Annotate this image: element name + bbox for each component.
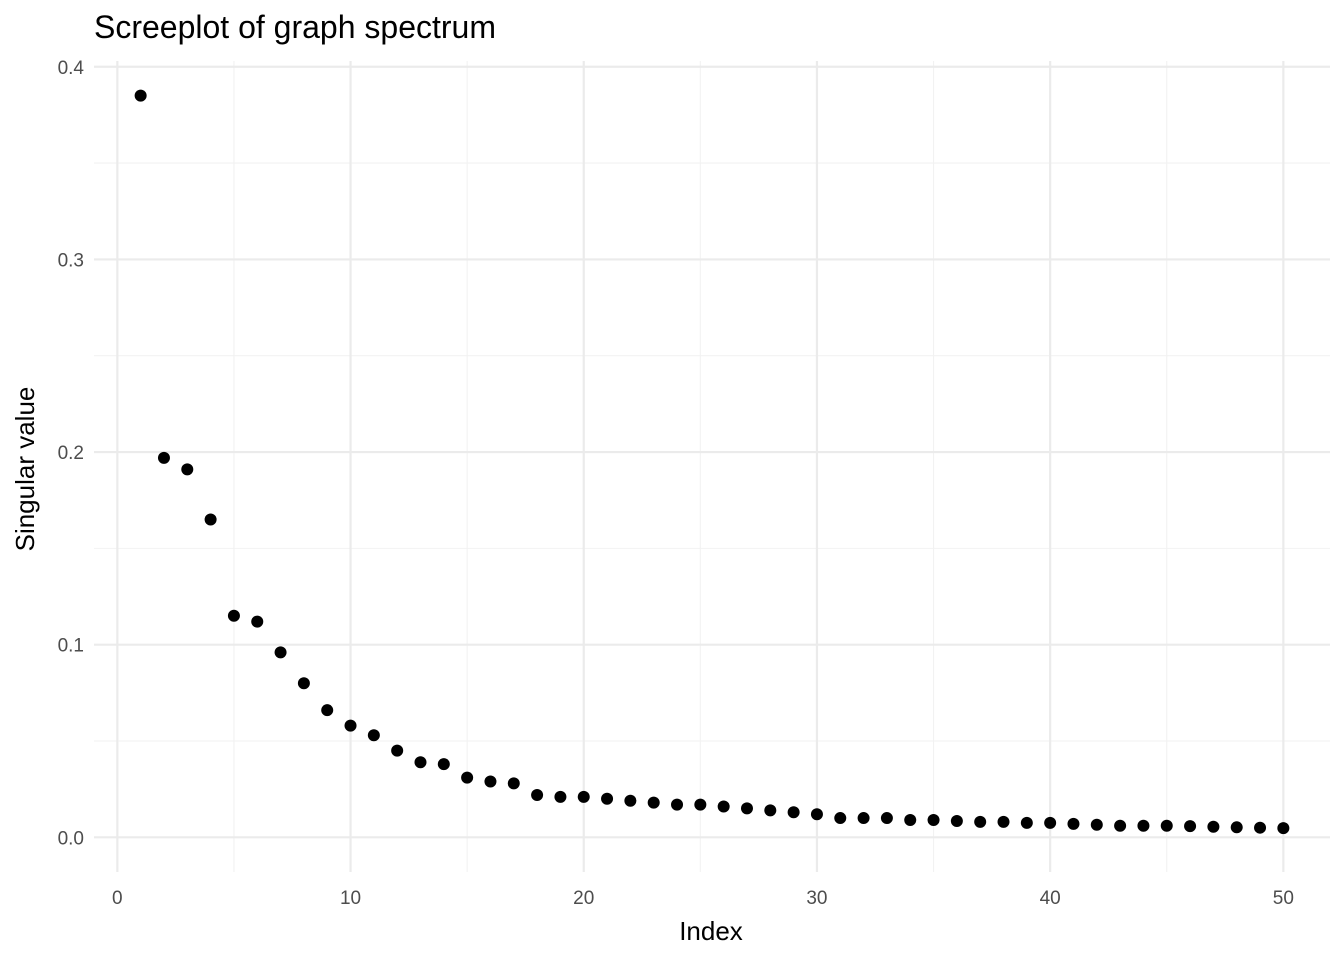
data-point-9 (321, 704, 334, 717)
data-point-2 (157, 451, 170, 464)
y-tick-label-4: 0.4 (58, 58, 85, 79)
data-point-50 (1277, 822, 1290, 835)
data-point-23 (647, 796, 660, 809)
major-gridlines (94, 61, 1330, 872)
data-point-7 (274, 646, 287, 659)
data-point-14 (437, 758, 450, 771)
data-point-44 (1137, 819, 1150, 832)
data-point-38 (997, 815, 1010, 828)
data-point-17 (507, 777, 520, 790)
data-point-24 (671, 798, 684, 811)
x-tick-label-0: 0 (112, 888, 123, 909)
y-tick-label-1: 0.1 (58, 636, 84, 657)
data-point-48 (1230, 821, 1243, 834)
data-point-5 (227, 609, 240, 622)
data-point-28 (764, 804, 777, 817)
data-point-20 (577, 790, 590, 803)
data-point-11 (367, 729, 380, 742)
data-point-8 (297, 677, 310, 690)
data-point-40 (1044, 816, 1057, 829)
data-point-42 (1090, 818, 1103, 831)
data-point-46 (1184, 820, 1197, 833)
data-point-4 (204, 513, 217, 526)
x-axis-title: Index (679, 916, 743, 946)
data-point-13 (414, 756, 427, 769)
data-point-31 (834, 812, 847, 825)
data-point-26 (717, 800, 730, 813)
data-point-19 (554, 790, 567, 803)
x-tick-label-2: 20 (573, 888, 594, 909)
data-point-37 (974, 815, 987, 828)
data-point-39 (1020, 816, 1033, 829)
x-axis-tick-labels: 0 10 20 30 40 50 (112, 888, 1294, 909)
y-tick-label-3: 0.3 (58, 250, 84, 271)
data-point-16 (484, 775, 497, 788)
data-point-33 (880, 812, 893, 825)
minor-gridlines (94, 61, 1330, 872)
data-point-27 (740, 802, 753, 815)
y-axis-tick-labels: 0.0 0.1 0.2 0.3 0.4 (58, 58, 85, 850)
x-tick-label-3: 30 (806, 888, 827, 909)
data-point-36 (950, 814, 963, 827)
x-tick-label-4: 40 (1040, 888, 1061, 909)
data-point-45 (1160, 819, 1173, 832)
data-point-47 (1207, 820, 1220, 833)
data-point-18 (531, 788, 544, 801)
chart-title: Screeplot of graph spectrum (94, 9, 496, 45)
data-point-1 (134, 89, 147, 102)
x-tick-label-5: 50 (1273, 888, 1294, 909)
data-point-3 (181, 463, 194, 476)
data-point-22 (624, 794, 637, 807)
data-point-43 (1114, 819, 1127, 832)
data-point-10 (344, 719, 357, 732)
data-point-15 (461, 771, 474, 784)
data-points (134, 89, 1290, 835)
data-point-32 (857, 812, 870, 825)
data-point-12 (391, 744, 404, 757)
data-point-35 (927, 813, 940, 826)
data-point-6 (251, 615, 264, 628)
data-point-41 (1067, 817, 1080, 830)
y-tick-label-0: 0.0 (58, 828, 84, 849)
y-axis-title: Singular value (10, 387, 40, 552)
data-point-25 (694, 798, 707, 811)
data-point-49 (1254, 821, 1267, 834)
data-point-21 (601, 792, 614, 805)
y-tick-label-2: 0.2 (58, 443, 84, 464)
data-point-34 (904, 813, 917, 826)
data-point-30 (810, 808, 823, 821)
x-tick-label-1: 10 (340, 888, 361, 909)
data-point-29 (787, 806, 800, 819)
